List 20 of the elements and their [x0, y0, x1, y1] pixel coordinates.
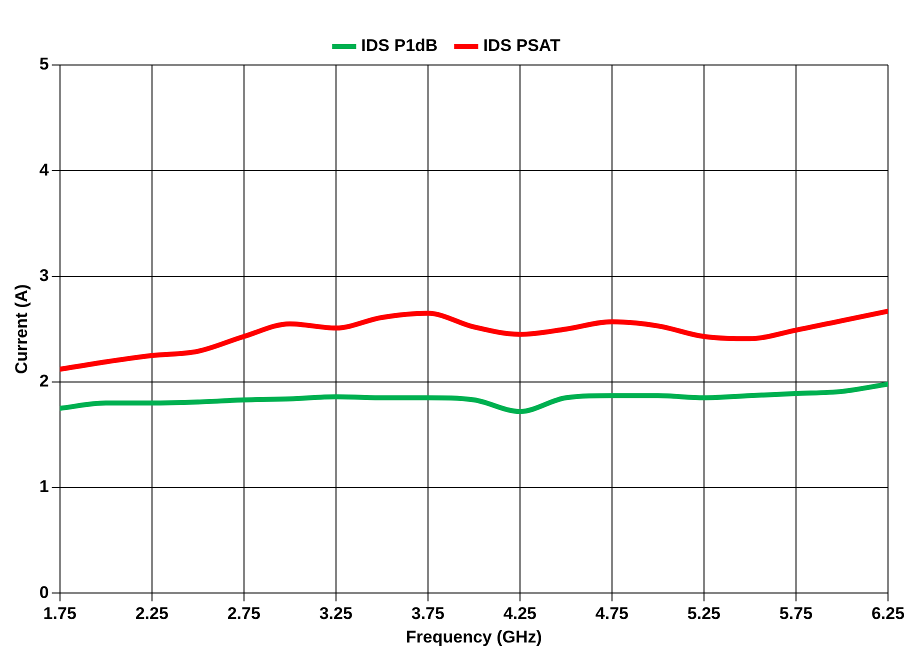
legend-label: IDS P1dB — [361, 36, 438, 56]
x-tick-label: 5.25 — [687, 604, 721, 624]
x-tick-label: 2.75 — [227, 604, 260, 624]
y-axis-title: Current (A) — [12, 284, 31, 374]
x-tick-label: 4.75 — [595, 604, 628, 624]
x-tick-label: 3.75 — [411, 604, 444, 624]
y-tick-label: 2 — [39, 372, 49, 391]
y-tick-label: 1 — [39, 477, 49, 496]
y-tick-label: 5 — [39, 54, 49, 74]
x-axis-title: Frequency (GHz) — [406, 627, 542, 646]
y-tick-label: 0 — [39, 582, 49, 602]
x-tick-label: 5.75 — [779, 604, 813, 624]
x-tick-label: 2.25 — [135, 604, 168, 624]
x-tick-label: 3.25 — [319, 604, 352, 624]
y-tick-label: 4 — [39, 160, 50, 180]
y-tick-label: 3 — [39, 266, 49, 285]
x-tick-label: 6.25 — [871, 604, 905, 624]
x-tick-label: 1.75 — [43, 604, 76, 624]
x-tick-label: 4.25 — [503, 604, 536, 624]
legend-label: IDS PSAT — [483, 36, 561, 56]
